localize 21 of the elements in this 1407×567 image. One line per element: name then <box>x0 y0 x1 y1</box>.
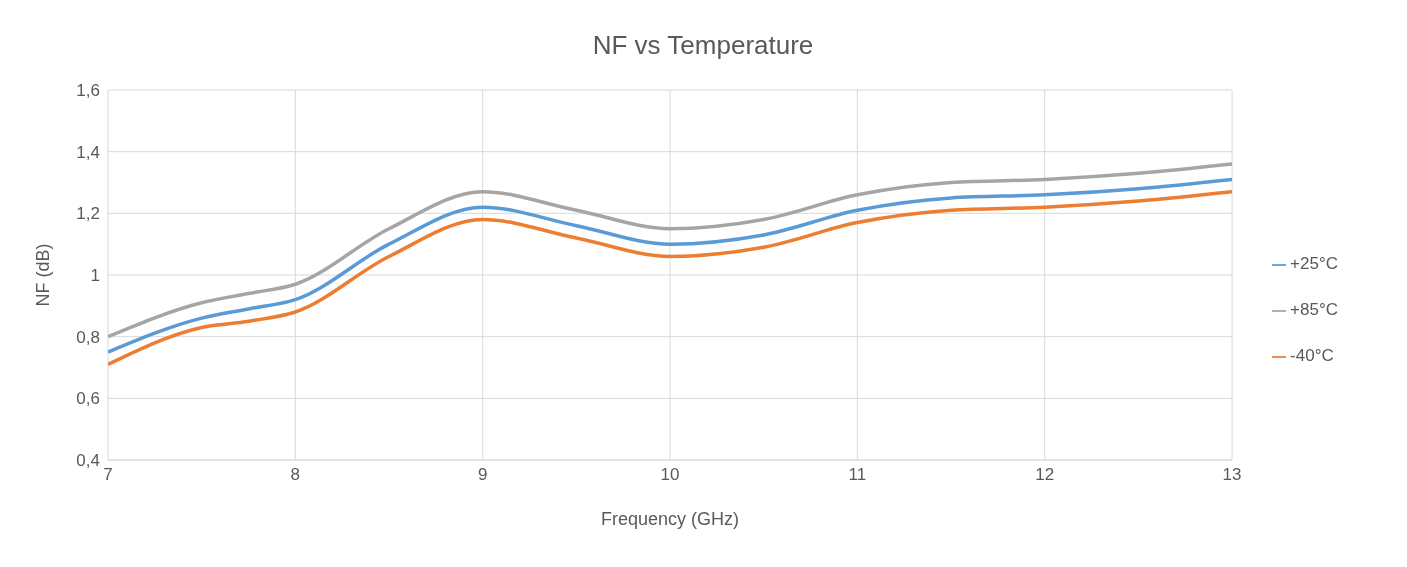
x-tick-label: 11 <box>848 465 867 485</box>
x-tick-label: 13 <box>1222 465 1242 485</box>
y-axis-title: NF (dB) <box>33 243 54 307</box>
line-series <box>108 162 1233 339</box>
y-tick-label: 1,4 <box>76 142 100 162</box>
y-tick-label: 1,6 <box>76 81 100 101</box>
x-tick-label: 9 <box>477 465 488 485</box>
y-tick-label: 0,8 <box>76 327 100 347</box>
y-tick-label: 1,2 <box>76 204 100 224</box>
y-tick-label: 0,4 <box>76 451 100 471</box>
y-tick-label: 1 <box>90 266 100 286</box>
x-tick-label: 10 <box>660 465 680 485</box>
x-tick-label: 12 <box>1035 465 1055 485</box>
x-tick-label: 7 <box>103 465 113 485</box>
x-axis-title: Frequency (GHz) <box>601 509 740 529</box>
x-tick-label: 8 <box>290 465 301 485</box>
legend-label: +25°C <box>1290 254 1338 273</box>
chart-title: NF vs Temperature <box>591 30 815 62</box>
y-tick-label: 0,6 <box>76 389 100 409</box>
legend-label: -40°C <box>1290 346 1334 365</box>
legend-label: +85°C <box>1290 300 1338 319</box>
